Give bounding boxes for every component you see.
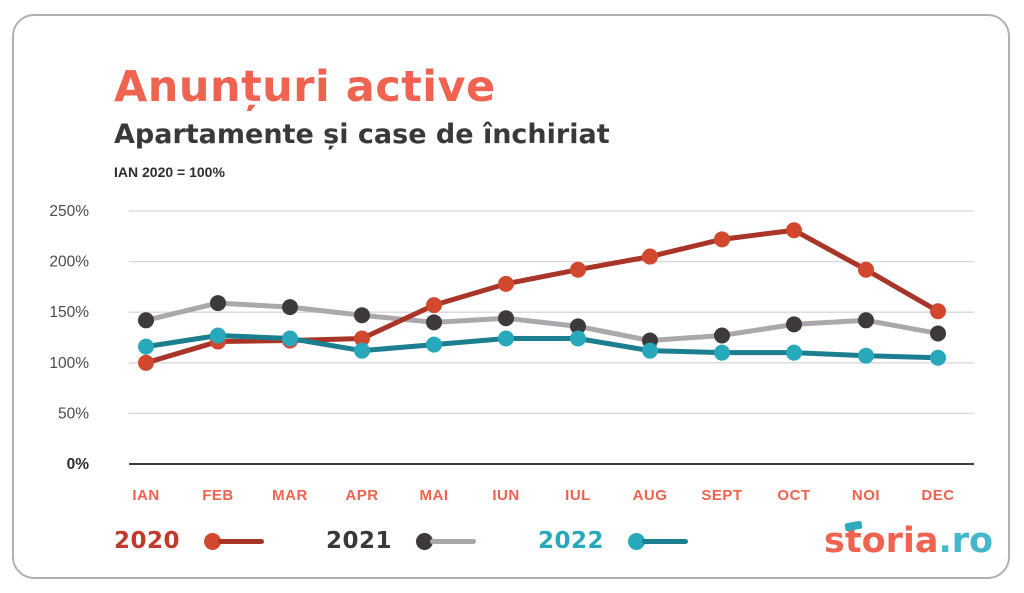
y-tick-label: 250% <box>49 203 89 220</box>
data-point-2022-MAR <box>282 330 298 347</box>
data-point-2020-APR <box>354 330 370 347</box>
y-tick-label: 50% <box>58 405 89 422</box>
series-line-2021 <box>143 300 941 344</box>
data-point-2021-FEB <box>210 295 226 312</box>
legend-label-2021: 2021 <box>326 528 393 554</box>
data-point-2020-IAN <box>138 354 154 371</box>
data-point-2021-IUN <box>498 310 514 327</box>
x-tick-label: APR <box>345 487 378 504</box>
data-point-2021-APR <box>354 307 370 324</box>
data-point-2021-NOI <box>858 312 874 329</box>
x-tick-label: MAR <box>272 487 308 504</box>
data-point-2022-DEC <box>930 349 946 366</box>
data-point-2020-OCT <box>786 222 802 239</box>
legend-label-2020: 2020 <box>114 528 181 554</box>
legend-item-2020: 2020 <box>114 528 265 554</box>
x-tick-label: FEB <box>202 487 234 504</box>
line-chart: 0% 50% 100% 150% 200% 250% IAN FEB MAR APR MAI IUN I… <box>49 203 974 504</box>
data-point-2022-SEPT <box>714 344 730 361</box>
x-tick-label: DEC <box>921 487 954 504</box>
x-tick-label: AUG <box>633 487 668 504</box>
baseline-note: IAN 2020 = 100% <box>114 164 225 180</box>
legend-swatch-2022 <box>628 532 689 550</box>
data-point-2022-OCT <box>786 344 802 361</box>
legend-line-icon <box>642 538 689 544</box>
data-point-2022-IUL <box>570 330 586 347</box>
data-point-2022-IUN <box>498 330 514 347</box>
legend-swatch-2021 <box>416 532 477 550</box>
storia-logo-name: storia <box>824 520 939 561</box>
data-point-2020-NOI <box>858 261 874 278</box>
y-tick-label: 100% <box>49 355 89 372</box>
x-tick-label: SEPT <box>701 487 742 504</box>
data-point-2020-DEC <box>930 303 946 320</box>
data-point-2021-MAI <box>426 314 442 331</box>
legend-label-2022: 2022 <box>538 528 605 554</box>
legend-swatch-2020 <box>204 532 265 550</box>
y-tick-label: 200% <box>49 254 89 271</box>
legend-dot-icon <box>416 532 434 550</box>
data-point-2022-IAN <box>138 338 154 355</box>
y-tick-label: 150% <box>49 304 89 321</box>
page-title: Anunțuri active <box>114 62 496 112</box>
x-tick-label: OCT <box>777 487 810 504</box>
data-point-2021-IUL <box>570 318 586 335</box>
data-point-2020-IUL <box>570 261 586 278</box>
storia-logo: storia .ro <box>824 520 994 561</box>
y-tick-label: 0% <box>67 456 90 473</box>
data-point-2020-SEPT <box>714 231 730 248</box>
chart-card: Anunțuri active Apartamente și case de î… <box>12 14 1010 579</box>
data-point-2020-MAI <box>426 297 442 314</box>
page-subtitle: Apartamente și case de închiriat <box>114 119 610 150</box>
x-tick-label: IUN <box>492 487 519 504</box>
data-point-2020-AUG <box>642 248 658 265</box>
chart-legend: 2020 2021 2022 <box>114 528 750 554</box>
data-point-2022-FEB <box>210 327 226 344</box>
data-point-2022-APR <box>354 342 370 359</box>
legend-line-icon <box>218 538 265 544</box>
data-point-2022-NOI <box>858 347 874 364</box>
x-tick-label: IUL <box>565 487 591 504</box>
data-point-2021-SEPT <box>714 327 730 344</box>
data-point-2020-IUN <box>498 275 514 292</box>
x-tick-label: NOI <box>852 487 880 504</box>
storia-logo-tld: .ro <box>938 521 994 561</box>
data-point-2022-MAI <box>426 336 442 353</box>
series-line-2022 <box>143 332 941 361</box>
data-point-2021-DEC <box>930 325 946 342</box>
legend-item-2022: 2022 <box>538 528 689 554</box>
x-tick-label: IAN <box>132 487 159 504</box>
legend-dot-icon <box>204 532 222 550</box>
series-line-2020 <box>143 227 941 366</box>
data-point-2022-AUG <box>642 342 658 359</box>
legend-dot-icon <box>628 532 646 550</box>
legend-line-icon <box>430 538 477 544</box>
legend-item-2021: 2021 <box>326 528 477 554</box>
data-point-2021-IAN <box>138 312 154 329</box>
x-tick-label: MAI <box>420 487 449 504</box>
data-point-2021-OCT <box>786 316 802 333</box>
data-point-2021-MAR <box>282 299 298 316</box>
